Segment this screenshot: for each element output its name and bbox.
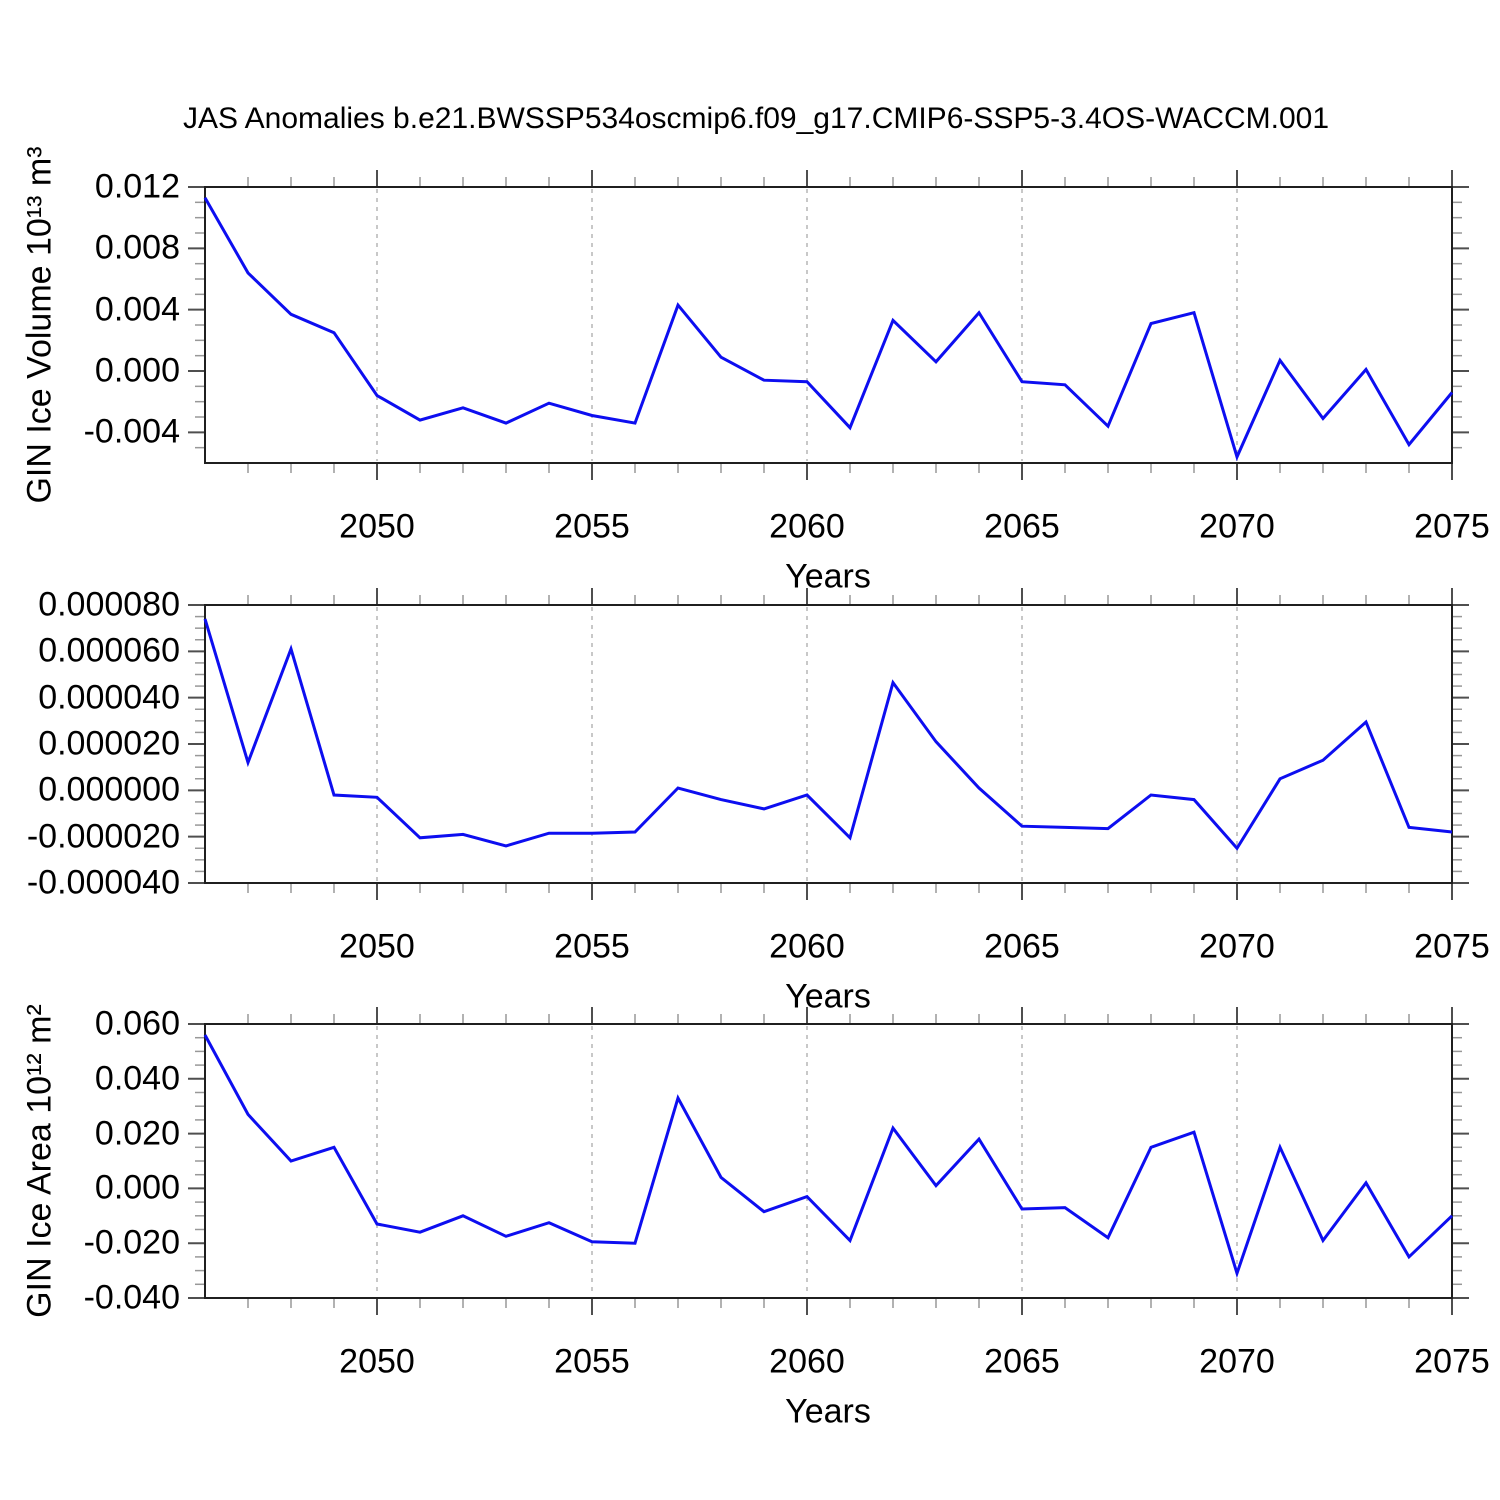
y-tick-label: 0.000060 <box>38 631 180 670</box>
x-tick-label: 2060 <box>769 927 845 966</box>
x-tick-label: 2065 <box>984 1342 1060 1381</box>
axis-box <box>204 186 1453 464</box>
y-tick-label: 0.000040 <box>38 678 180 717</box>
data-line <box>203 618 1453 851</box>
x-tick-label: 2050 <box>339 507 415 546</box>
x-tick-label: 2070 <box>1199 927 1275 966</box>
y-tick-label: 0.008 <box>94 228 180 267</box>
x-tick-label: 2055 <box>554 1342 630 1381</box>
y-tick-label: 0.000020 <box>38 724 180 763</box>
x-tick-label: 2075 <box>1414 927 1490 966</box>
x-tick-label: 2065 <box>984 927 1060 966</box>
y-tick-label: 0.012 <box>94 167 180 206</box>
x-tick-label: 2075 <box>1414 507 1490 546</box>
y-tick-label: 0.060 <box>94 1004 180 1043</box>
y-tick-label: -0.020 <box>83 1223 180 1262</box>
y-tick-label: 0.000 <box>94 1168 180 1207</box>
y-tick-label: 0.040 <box>94 1059 180 1098</box>
axis-box <box>204 604 1453 884</box>
x-tick-label: 2055 <box>554 927 630 966</box>
x-tick-label: 2075 <box>1414 1342 1490 1381</box>
x-tick-label: 2060 <box>769 1342 845 1381</box>
x-tick-label: 2060 <box>769 507 845 546</box>
y-tick-label: -0.000040 <box>26 863 180 902</box>
data-line <box>203 196 1454 462</box>
y-tick-label: 0.000000 <box>38 770 180 809</box>
x-tick-label: 2050 <box>339 927 415 966</box>
chart-title: JAS Anomalies b.e21.BWSSP534oscmip6.f09_… <box>182 102 1330 135</box>
panel1-x-axis-title: Years <box>785 557 871 596</box>
data-line <box>203 1034 1454 1279</box>
y-tick-label: 0.000080 <box>38 585 180 624</box>
y-tick-label: -0.000020 <box>26 817 180 856</box>
x-tick-label: 2065 <box>984 507 1060 546</box>
x-tick-label: 2070 <box>1199 1342 1275 1381</box>
x-tick-label: 2050 <box>339 1342 415 1381</box>
y-tick-label: 0.000 <box>94 351 180 390</box>
y-tick-label: -0.004 <box>83 412 180 451</box>
panel2-x-axis-title: Years <box>785 977 871 1016</box>
y-tick-label: 0.004 <box>94 290 180 329</box>
y-tick-label: 0.020 <box>94 1114 180 1153</box>
axis-box <box>204 1023 1453 1299</box>
x-tick-label: 2055 <box>554 507 630 546</box>
panel3-y-axis-title: GIN Ice Area 10¹² m² <box>20 1004 59 1318</box>
y-tick-label: -0.040 <box>83 1278 180 1317</box>
panel3-x-axis-title: Years <box>785 1392 871 1431</box>
x-tick-label: 2070 <box>1199 507 1275 546</box>
